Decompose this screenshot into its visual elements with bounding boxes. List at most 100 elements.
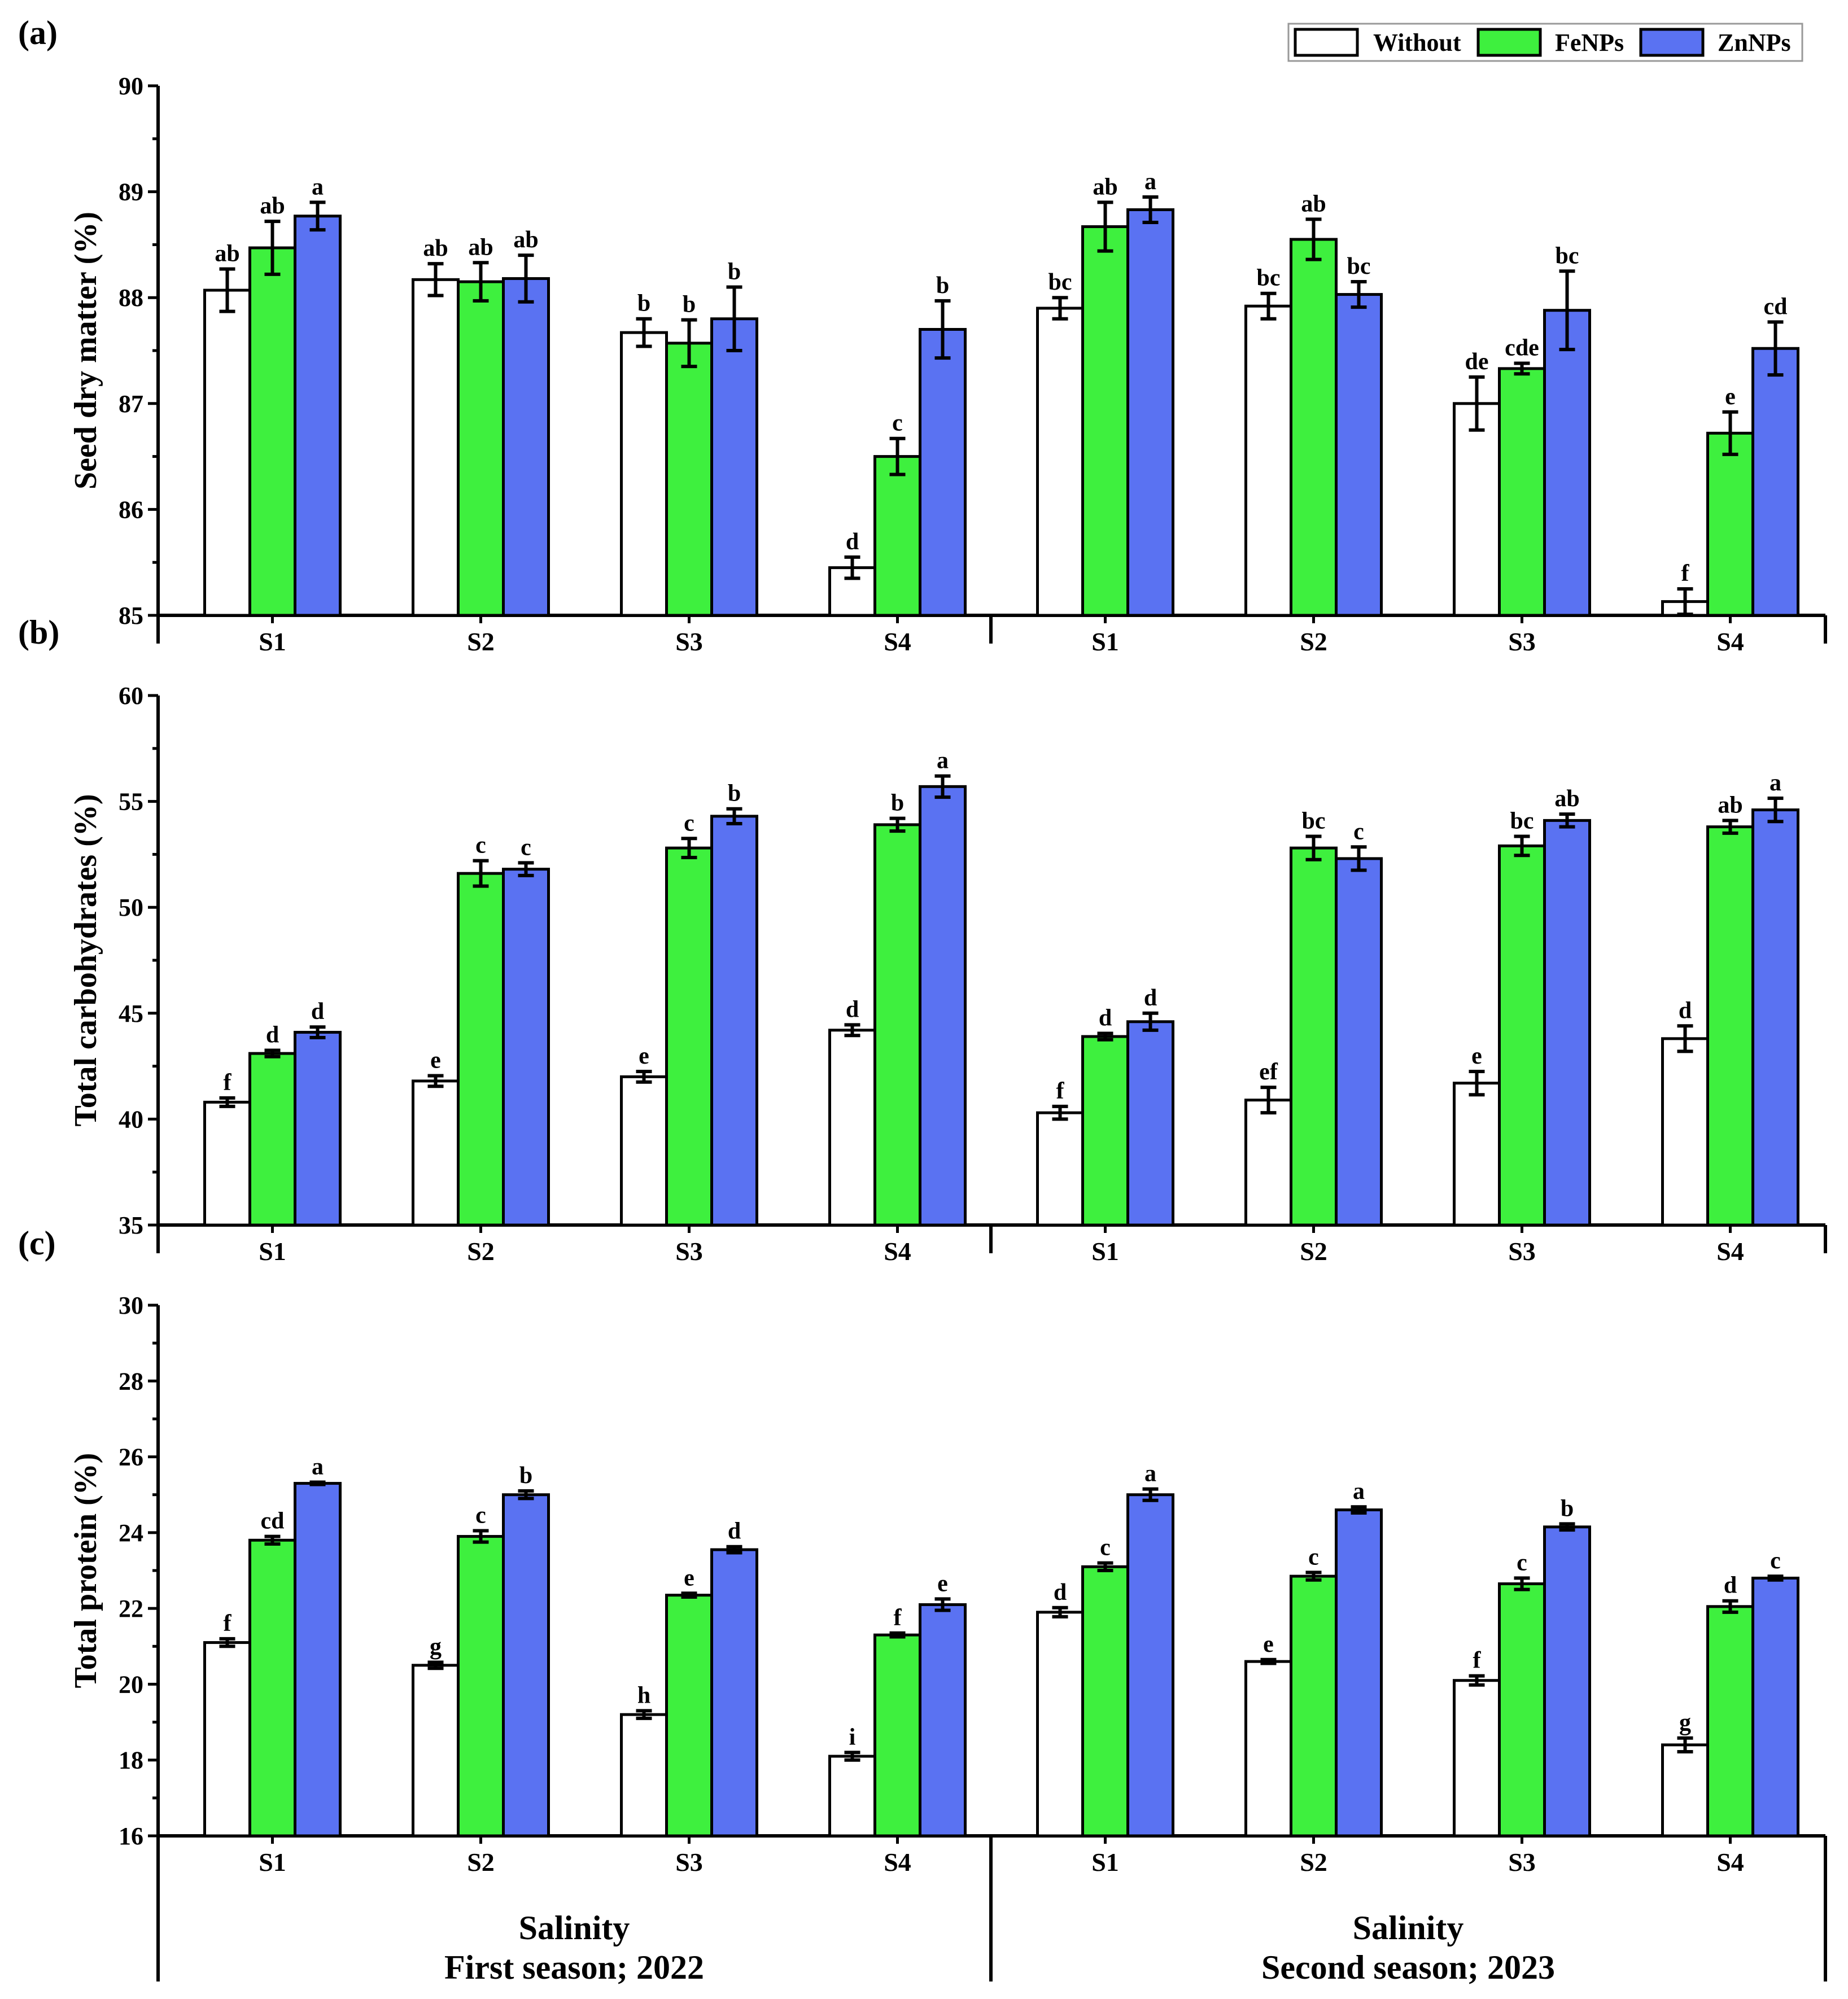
x-tick-label: S2	[467, 1237, 495, 1266]
bar-znnps	[710, 1548, 758, 1838]
significance-letter: b	[891, 790, 904, 816]
panel-3: (c) Total protein (%) 16 18 20 22 24 26 28 30 S1 f c…	[18, 1224, 1827, 1876]
x-tick-label: S3	[1508, 1237, 1536, 1266]
bar-fenps	[1081, 225, 1129, 617]
legend-label-znnps: ZnNPs	[1718, 29, 1791, 56]
significance-letter: d	[1679, 998, 1692, 1023]
bar-fenps	[1290, 846, 1338, 1227]
significance-letter: a	[1144, 1461, 1156, 1487]
significance-letter: d	[846, 996, 859, 1022]
significance-letter: b	[936, 273, 949, 299]
x-tick-label: S4	[884, 1237, 911, 1266]
bar-without	[1661, 1037, 1709, 1227]
y-tick-label: 85	[119, 602, 143, 629]
y-tick-label: 24	[119, 1519, 143, 1547]
bar-fenps	[248, 1538, 296, 1838]
significance-letter: a	[312, 174, 324, 200]
y-tick-label: 16	[119, 1822, 143, 1850]
x-tick-label: S2	[1300, 627, 1327, 656]
significance-letter: ab	[1093, 174, 1117, 200]
significance-letter: bc	[1556, 243, 1579, 269]
bar-without	[412, 1664, 460, 1838]
significance-letter: cd	[1764, 294, 1788, 320]
significance-letter: d	[311, 999, 324, 1025]
bar-fenps	[873, 1633, 921, 1838]
significance-letter: ef	[1259, 1059, 1278, 1085]
x-tick-label: S1	[259, 627, 286, 656]
legend-swatch-fenps	[1476, 28, 1542, 57]
panel-label: (b)	[18, 614, 59, 651]
bar-fenps	[457, 280, 505, 617]
significance-letter: c	[475, 833, 486, 859]
bar-without	[412, 1079, 460, 1227]
x-tick-label: S3	[675, 627, 703, 656]
significance-letter: bc	[1048, 269, 1072, 295]
significance-letter: de	[1465, 349, 1489, 375]
significance-letter: e	[1725, 384, 1736, 410]
x-tick-label: S3	[675, 1237, 703, 1266]
bar-znnps	[1335, 1508, 1383, 1838]
significance-letter: g	[430, 1634, 442, 1660]
x-tick-label: S4	[1716, 1237, 1744, 1266]
significance-letter: ab	[1718, 792, 1742, 818]
y-tick-label: 87	[119, 390, 143, 418]
bar-znnps	[294, 1031, 342, 1227]
bar-znnps	[919, 785, 967, 1227]
x-tick-label: S2	[467, 1848, 495, 1876]
y-tick-label: 86	[119, 496, 143, 523]
bar-fenps	[665, 1594, 713, 1838]
bar-fenps	[873, 823, 921, 1227]
x-tick-label: S4	[884, 627, 911, 656]
bar-without	[828, 1029, 876, 1227]
bar-znnps	[1751, 347, 1799, 617]
significance-letter: c	[521, 834, 531, 860]
bar-fenps	[1290, 238, 1338, 617]
bar-without	[412, 278, 460, 617]
x-tick-label: S2	[1300, 1237, 1327, 1266]
significance-letter: b	[728, 781, 741, 807]
y-tick-label: 90	[119, 72, 143, 100]
significance-letter: e	[684, 1565, 694, 1591]
bar-fenps	[665, 846, 713, 1227]
bar-znnps	[710, 317, 758, 617]
significance-letter: f	[224, 1611, 232, 1637]
y-axis-title: Total protein (%)	[68, 1453, 103, 1689]
significance-letter: a	[1144, 169, 1156, 195]
bar-fenps	[1706, 1605, 1754, 1838]
footer-left-line2: First season; 2022	[444, 1949, 704, 1986]
bar-fenps	[457, 1535, 505, 1838]
bar-fenps	[457, 872, 505, 1227]
significance-letter: a	[937, 748, 949, 774]
y-tick-label: 22	[119, 1595, 143, 1622]
footer-right-line2: Second season; 2023	[1261, 1949, 1555, 1986]
bar-znnps	[1126, 1020, 1174, 1227]
bar-fenps	[1290, 1574, 1338, 1838]
significance-letter: e	[937, 1571, 948, 1596]
bar-without	[1036, 1611, 1084, 1838]
y-tick-label: 35	[119, 1211, 143, 1239]
x-tick-label: S1	[1091, 627, 1119, 656]
bar-znnps	[1126, 1493, 1174, 1838]
y-tick-label: 89	[119, 178, 143, 206]
bar-znnps	[1543, 1525, 1591, 1838]
bar-fenps	[1081, 1565, 1129, 1838]
legend-frame	[1287, 23, 1803, 62]
significance-letter: a	[1353, 1479, 1365, 1504]
bar-without	[1036, 307, 1084, 617]
bar-without	[203, 1100, 251, 1227]
y-tick-label: 50	[119, 894, 143, 921]
bar-without	[1036, 1111, 1084, 1227]
significance-letter: g	[1679, 1710, 1691, 1736]
bar-fenps	[1498, 844, 1546, 1227]
significance-letter: cde	[1505, 335, 1539, 361]
significance-letter: bc	[1510, 808, 1534, 834]
season-footer: Salinity First season; 2022 Salinity Sec…	[156, 1836, 1827, 1986]
significance-letter: h	[637, 1682, 650, 1708]
significance-letter: a	[1770, 770, 1781, 796]
bar-without	[1244, 1660, 1292, 1838]
significance-letter: bc	[1347, 253, 1371, 279]
significance-letter: d	[728, 1519, 741, 1545]
bar-without	[620, 331, 668, 617]
bar-fenps	[665, 342, 713, 617]
y-tick-label: 20	[119, 1670, 143, 1698]
